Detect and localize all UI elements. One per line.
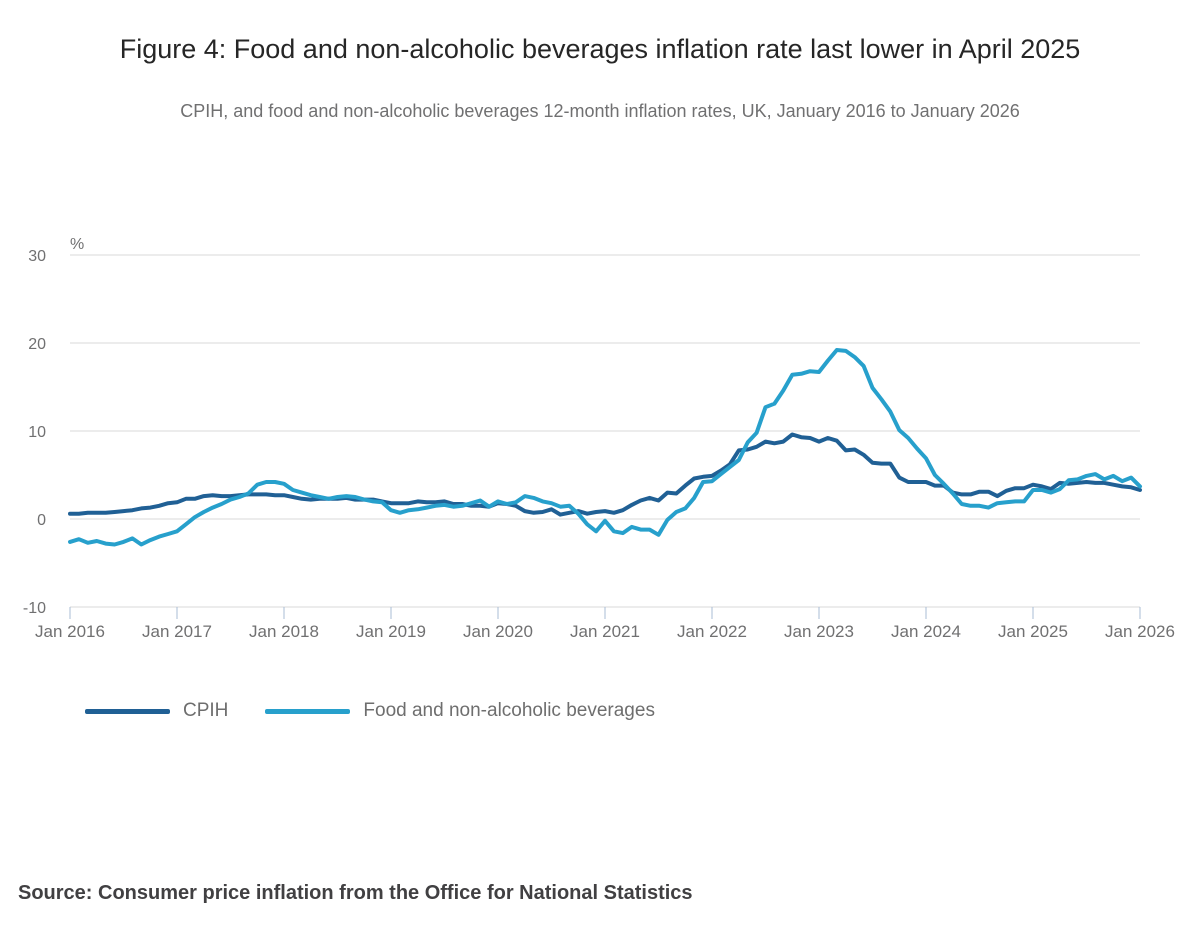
x-tick-label-0: Jan 2016	[35, 622, 105, 641]
y-tick-label-30: 30	[28, 248, 46, 265]
legend-label-cpih: CPIH	[183, 700, 229, 721]
y-tick-label-20: 20	[28, 336, 46, 353]
page-title-text: Figure 4: Food and non-alcoholic beverag…	[119, 34, 1081, 65]
food-line-swatch	[265, 708, 351, 714]
cpih-line-swatch	[85, 708, 170, 714]
page-title: Figure 4: Food and non-alcoholic beverag…	[0, 31, 1200, 68]
y-tick-label-0: 0	[37, 512, 46, 529]
chart-legend: CPIH Food and non-alcoholic beverages	[85, 700, 655, 722]
inflation-line-chart: 30 20 10 0 -10% Jan 2016 Jan 2017 Jan 2018 Jan 2…	[23, 236, 1175, 641]
x-tick-label-2: Jan 2018	[249, 622, 319, 641]
x-tick-label-6: Jan 2022	[677, 622, 747, 641]
chart-subtitle: CPIH, and food and non-alcoholic beverag…	[180, 101, 1020, 121]
cpih-line	[68, 432, 1142, 517]
x-tick-label-4: Jan 2020	[463, 622, 533, 641]
x-tick-label-1: Jan 2017	[142, 622, 212, 641]
legend-item-food: Food and non-alcoholic beverages	[265, 700, 655, 722]
y-tick-label-10: 10	[28, 424, 46, 441]
source-note: Source: Consumer price inflation from th…	[18, 882, 693, 904]
legend-label-food: Food and non-alcoholic beverages	[363, 700, 655, 721]
x-tick-label-3: Jan 2019	[356, 622, 426, 641]
x-tick-label-5: Jan 2021	[570, 622, 640, 641]
y-axis-unit-label: %	[70, 236, 84, 253]
legend-item-cpih: CPIH	[85, 700, 228, 722]
x-tick-label-7: Jan 2023	[784, 622, 854, 641]
x-tick-label-8: Jan 2024	[891, 622, 961, 641]
y-tick-label--10: -10	[23, 600, 46, 617]
x-tick-label-10: Jan 2026	[1105, 622, 1175, 641]
x-tick-label-9: Jan 2025	[998, 622, 1068, 641]
food-line	[68, 348, 1142, 547]
